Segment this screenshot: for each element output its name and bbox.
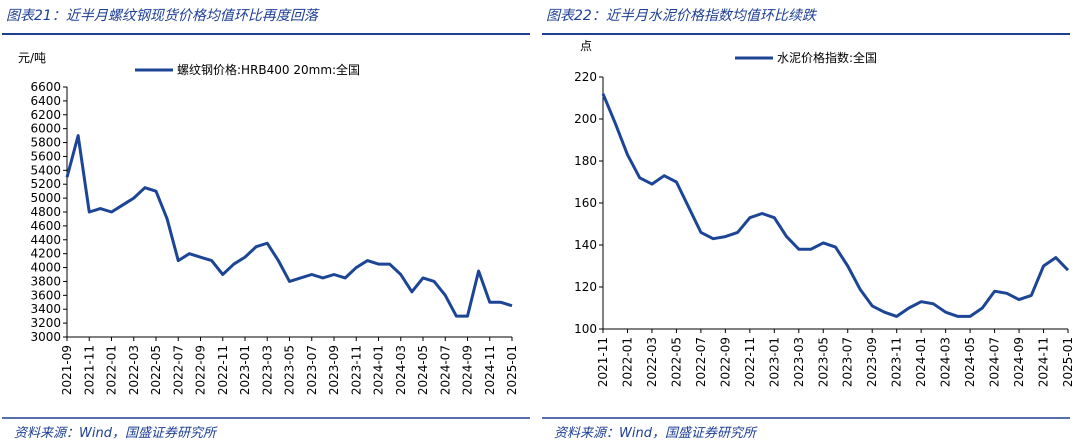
y-tick-label: 3800 [30, 274, 61, 288]
x-tick-label: 2023-05 [816, 337, 830, 387]
x-tick-label: 2023-07 [841, 337, 855, 387]
x-tick-label: 2023-01 [767, 337, 781, 387]
line-series [65, 134, 513, 318]
y-axis-label: 元/吨 [18, 51, 46, 65]
y-tick-label: 4600 [30, 219, 61, 233]
x-tick-label: 2022-11 [216, 345, 230, 395]
x-tick-label: 2021-11 [82, 345, 96, 395]
x-tick-label: 2024-11 [483, 345, 497, 395]
x-tick-label: 2022-01 [105, 345, 119, 395]
y-tick-label: 4400 [30, 233, 61, 247]
x-tick-label: 2023-11 [890, 337, 904, 387]
x-tick-label: 2024-11 [1037, 337, 1051, 387]
legend-label: 水泥价格指数:全国 [777, 50, 877, 65]
x-tick-label: 2024-07 [438, 345, 452, 395]
x-tick-label: 2024-09 [1012, 337, 1026, 387]
x-tick-label: 2022-07 [694, 337, 708, 387]
y-tick-label: 100 [574, 322, 597, 336]
y-tick-label: 3400 [30, 302, 61, 316]
y-tick-label: 5600 [30, 149, 61, 163]
y-tick-label: 5400 [30, 163, 61, 177]
y-tick-label: 3600 [30, 288, 61, 302]
line-series [601, 93, 1070, 318]
x-tick-label: 2021-11 [596, 337, 610, 387]
y-tick-label: 5800 [30, 136, 61, 150]
x-tick-label: 2022-05 [149, 345, 163, 395]
x-tick-label: 2023-03 [260, 345, 274, 395]
x-tick-label: 2025-01 [505, 345, 519, 395]
chart-title: 图表22：近半月水泥价格指数均值环比续跌 [546, 8, 818, 24]
x-tick-label: 2024-05 [416, 345, 430, 395]
x-tick-label: 2023-11 [349, 345, 363, 395]
x-tick-label: 2023-09 [327, 345, 341, 395]
y-tick-label: 140 [574, 238, 597, 252]
y-axis-label: 点 [580, 39, 592, 53]
x-tick-label: 2023-01 [238, 345, 252, 395]
y-tick-label: 6600 [30, 80, 61, 94]
x-tick-label: 2022-09 [718, 337, 732, 387]
y-tick-label: 120 [574, 280, 597, 294]
x-tick-label: 2022-03 [127, 345, 141, 395]
y-tick-label: 4800 [30, 205, 61, 219]
y-tick-label: 6400 [30, 94, 61, 108]
x-tick-label: 2024-07 [988, 337, 1002, 387]
y-tick-label: 3000 [30, 330, 61, 344]
y-tick-label: 4000 [30, 261, 61, 275]
y-tick-label: 5200 [30, 177, 61, 191]
y-tick-label: 3200 [30, 316, 61, 330]
y-tick-label: 5000 [30, 191, 61, 205]
source: 资料来源：Wind，国盛证券研究所 [554, 425, 758, 441]
x-tick-label: 2022-03 [645, 337, 659, 387]
x-tick-label: 2023-03 [792, 337, 806, 387]
x-tick-label: 2024-09 [461, 345, 475, 395]
x-tick-label: 2021-09 [60, 345, 74, 395]
x-tick-label: 2023-09 [865, 337, 879, 387]
x-tick-label: 2024-03 [939, 337, 953, 387]
x-tick-label: 2022-11 [743, 337, 757, 387]
y-tick-label: 4200 [30, 247, 61, 261]
chart-title: 图表21：近半月螺纹钢现货价格均值环比再度回落 [6, 8, 320, 24]
x-tick-label: 2022-09 [194, 345, 208, 395]
y-tick-label: 200 [574, 112, 597, 126]
x-tick-label: 2025-01 [1061, 337, 1075, 387]
source: 资料来源：Wind，国盛证券研究所 [14, 425, 218, 441]
x-tick-label: 2022-05 [669, 337, 683, 387]
x-tick-label: 2023-05 [283, 345, 297, 395]
x-tick-label: 2024-01 [372, 345, 386, 395]
legend-label: 螺纹钢价格:HRB400 20mm:全国 [177, 62, 360, 77]
y-tick-label: 6200 [30, 108, 61, 122]
y-tick-label: 180 [574, 154, 597, 168]
y-tick-label: 220 [574, 70, 597, 84]
x-tick-label: 2024-03 [394, 345, 408, 395]
x-tick-label: 2024-05 [963, 337, 977, 387]
y-tick-label: 160 [574, 196, 597, 210]
x-tick-label: 2022-01 [620, 337, 634, 387]
x-tick-label: 2024-01 [914, 337, 928, 387]
y-tick-label: 6000 [30, 122, 61, 136]
x-tick-label: 2022-07 [171, 345, 185, 395]
x-tick-label: 2023-07 [305, 345, 319, 395]
